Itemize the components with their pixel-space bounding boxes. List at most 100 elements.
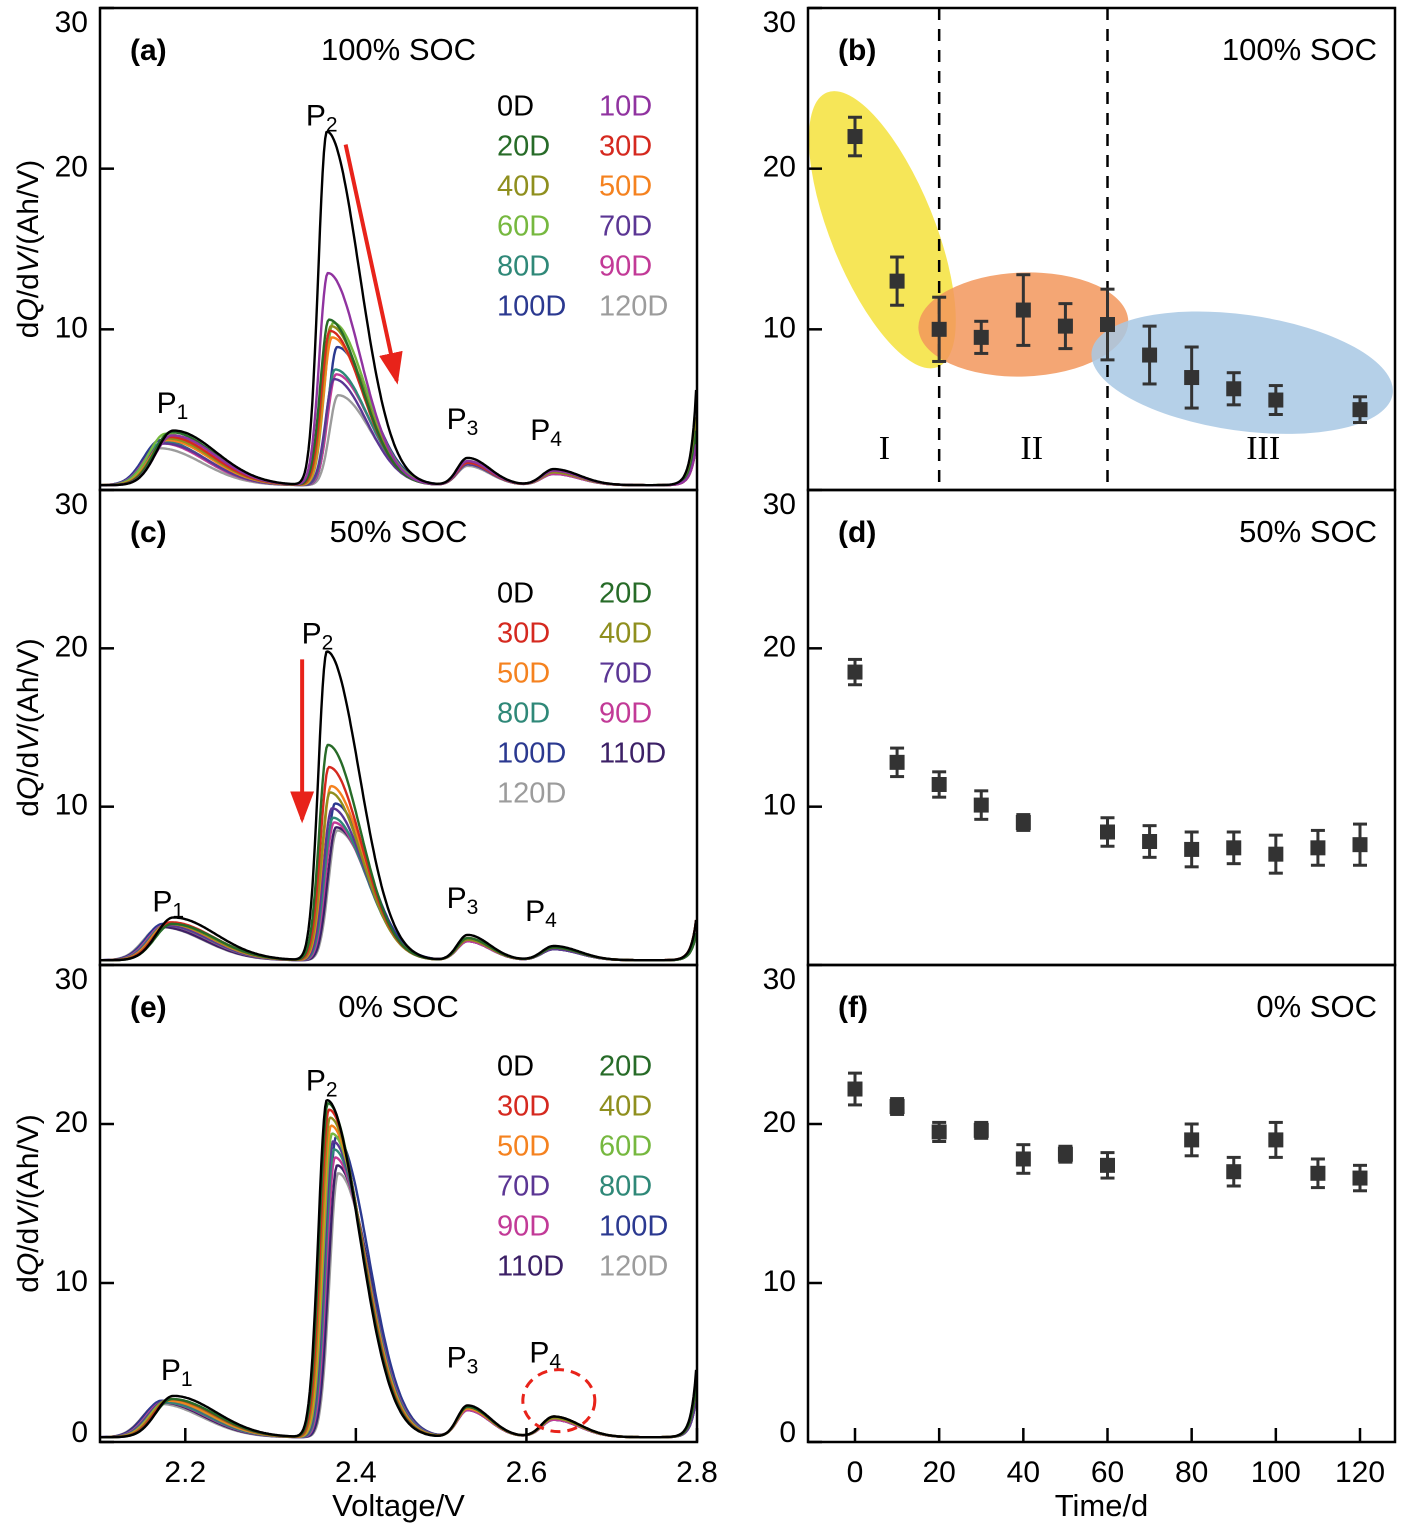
panel-border-f (806, 963, 1397, 1444)
legend-entry-100D: 100D (599, 1211, 668, 1243)
panel-title-e: 0% SOC (338, 989, 459, 1024)
scatter-point (931, 1120, 947, 1143)
square-marker (973, 1122, 989, 1138)
square-marker (1352, 402, 1368, 418)
x-tick-label: 60 (1091, 1456, 1124, 1489)
legend-entry-100D: 100D (497, 738, 566, 770)
legend-entry-40D: 40D (497, 171, 550, 203)
square-marker (1015, 302, 1031, 318)
axes-c: 10 20 30 (c) 50% SOC dQ/dV/(Ah/V) (12, 488, 699, 967)
panel-a: P1 P2 P3 P4 0D 10D 20D 30D 40D 50D 60D 70D 80D 90D 100… (101, 91, 696, 487)
legend-entry-70D: 70D (599, 658, 652, 690)
square-marker (1268, 1132, 1284, 1148)
stage-label-I: I (879, 430, 890, 467)
square-marker (1057, 1146, 1073, 1162)
x-tick-label: 40 (1007, 1456, 1040, 1489)
scatter-point (1310, 828, 1326, 867)
square-marker (1100, 317, 1115, 333)
highlight-dashed-circle-icon (521, 1368, 597, 1434)
legend-entry-40D: 40D (599, 1091, 652, 1123)
scatter-point (931, 295, 947, 363)
square-marker (1142, 834, 1158, 849)
scatter-point (1352, 395, 1368, 425)
square-marker (1310, 840, 1326, 856)
legend-entry-80D: 80D (599, 1171, 652, 1203)
curve-0D (101, 1099, 696, 1439)
axes-b: 10 20 30 (b) 100% SOC (763, 6, 1397, 492)
y-tick-label: 20 (763, 151, 796, 184)
scatter-point (1057, 302, 1073, 351)
peak-label-P4: P4 (530, 414, 562, 451)
square-marker (889, 273, 905, 289)
panel-label-e: (e) (130, 991, 167, 1024)
square-marker (973, 797, 989, 813)
panel-label-f: (f) (838, 991, 868, 1024)
legend-entry-100D: 100D (497, 291, 566, 323)
scatter-point (1226, 371, 1242, 407)
legend-entry-50D: 50D (497, 1131, 550, 1163)
scatter-point (847, 115, 863, 158)
x-tick-label: 120 (1335, 1456, 1385, 1489)
plot-area-c (101, 650, 696, 962)
legend-entry-0D: 0D (497, 578, 534, 610)
scatter-point (1142, 324, 1158, 386)
square-marker (1226, 840, 1242, 856)
scatter-point (1184, 830, 1200, 869)
legend-entry-90D: 90D (599, 251, 652, 283)
x-tick-label: 2.6 (506, 1456, 548, 1489)
y-tick-label: 30 (55, 6, 88, 39)
scatter-point (1352, 822, 1368, 867)
legend-entry-110D: 110D (599, 738, 666, 770)
legend-entry-110D: 110D (497, 1251, 564, 1283)
scatter-point (1015, 813, 1031, 832)
peak-label-P1: P1 (152, 885, 184, 922)
scatter-point (889, 1097, 905, 1116)
y-axis-title-c: dQ/dV/(Ah/V) (12, 638, 45, 816)
scatter-point (847, 657, 863, 687)
fade-arrow-icon (343, 144, 403, 385)
scatter-point (1100, 287, 1115, 362)
legend-entry-20D: 20D (599, 578, 652, 610)
square-marker (931, 777, 947, 792)
legend-entry-40D: 40D (599, 618, 652, 650)
scatter-point (1226, 830, 1242, 866)
panel-title-b: 100% SOC (1222, 32, 1377, 67)
curve-0D (101, 130, 696, 487)
panel-f (847, 1071, 1368, 1193)
panel-border-e (98, 963, 699, 1444)
stage-label-III: III (1246, 430, 1280, 467)
panel-label-b: (b) (838, 34, 876, 67)
panel-label-c: (c) (130, 516, 167, 549)
square-marker (1184, 1132, 1200, 1148)
panel-label-a: (a) (130, 34, 167, 67)
scatter-point (973, 319, 989, 355)
y-tick-label: 20 (55, 151, 88, 184)
panel-c: P1 P2 P3 P4 0D 20D 30D 40D 50D 70D 80D 90D 100D 110D 1… (101, 578, 696, 962)
y-tick-label: 0 (779, 1416, 796, 1449)
peak-label-P2: P2 (306, 1065, 338, 1102)
square-marker (1352, 837, 1368, 853)
legend-entry-50D: 50D (497, 658, 550, 690)
square-marker (1184, 841, 1200, 857)
peak-label-P1: P1 (157, 387, 189, 424)
scatter-point (973, 789, 989, 821)
legend-entry-80D: 80D (497, 698, 550, 730)
y-tick-label: 20 (55, 630, 88, 663)
y-tick-label: 10 (763, 1265, 796, 1298)
square-marker (889, 1099, 905, 1115)
legend-entry-90D: 90D (497, 1211, 550, 1243)
panel-label-d: (d) (838, 516, 876, 549)
scatter-point (1015, 1143, 1031, 1175)
y-tick-label: 30 (763, 6, 796, 39)
scatter-point (1057, 1144, 1073, 1164)
legend-entry-30D: 30D (497, 1091, 550, 1123)
scatter-point (1268, 384, 1284, 416)
y-tick-label: 10 (55, 311, 88, 344)
axes-f: 0 10 20 30 0 20 40 60 80 100 120 (f) 0% SOC (763, 963, 1397, 1489)
legend-entry-80D: 80D (497, 251, 550, 283)
axes-d: 10 20 30 (d) 50% SOC (763, 488, 1397, 967)
square-marker (1057, 318, 1073, 334)
peak-label-P3: P3 (447, 882, 479, 919)
